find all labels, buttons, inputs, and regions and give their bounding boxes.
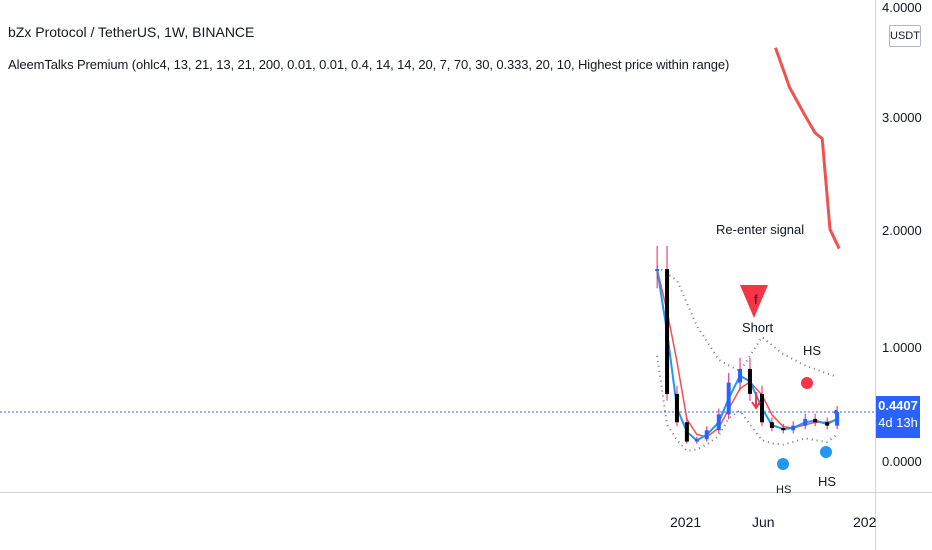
price-tick: 1.0000 [882,340,922,355]
chart-title: bZx Protocol / TetherUS, 1W, BINANCE [8,24,255,40]
hs-signal-dot-right [820,446,832,458]
last-price-point [834,409,838,414]
short-signal-marker [740,285,768,318]
candle-body [738,368,743,383]
lower-band-series [656,355,838,452]
price-tick: 4.0000 [882,0,922,15]
candle-body [769,422,774,428]
short-f-label: f [754,292,758,307]
hs-top-label: HS [803,343,822,358]
last-price-value: 0.4407 [878,398,918,413]
short-signal-label: Short [742,320,774,335]
time-tick: 2021 [670,514,702,530]
time-axis-border [0,492,932,493]
indicator-label[interactable]: AleemTalks Premium (ohlc4, 13, 21, 13, 2… [8,57,730,72]
hs-bottom-label: HS [818,474,837,489]
hs-top-signal-dot [801,377,813,389]
price-tick: 0.0000 [882,454,922,469]
candle-body [674,393,679,423]
down-arrow-icon [751,392,761,410]
price-tick: 2.0000 [882,223,922,238]
candle-body [781,427,786,431]
bar-countdown: 4d 13h [878,415,918,430]
last-price-tag: 0.4407 4d 13h [876,396,920,438]
chart-marks [655,47,841,470]
candle-body [716,414,721,431]
red-trend-series [774,47,841,250]
candle-body [825,422,830,426]
candle-body [747,368,752,394]
price-axis-border [875,0,876,550]
time-tick: Jun [752,514,775,530]
candle-body [835,412,840,426]
candle-body [813,418,818,423]
candle-body [803,418,808,426]
currency-unit-badge[interactable]: USDT [889,25,921,47]
candle-body [726,382,731,415]
candle-body [694,439,699,442]
candle-body [665,269,670,394]
candle-body [684,422,689,442]
hs-signal-dot-left [777,458,789,470]
candle-body [655,269,660,272]
hs-bottom-left-label: HS [776,484,792,496]
candle-body [791,425,796,431]
reenter-signal-label: Re-enter signal [716,222,805,237]
candle-body [760,393,764,423]
time-tick: 202 [853,514,877,530]
price-tick: 3.0000 [882,110,922,125]
candle-body [704,430,709,440]
